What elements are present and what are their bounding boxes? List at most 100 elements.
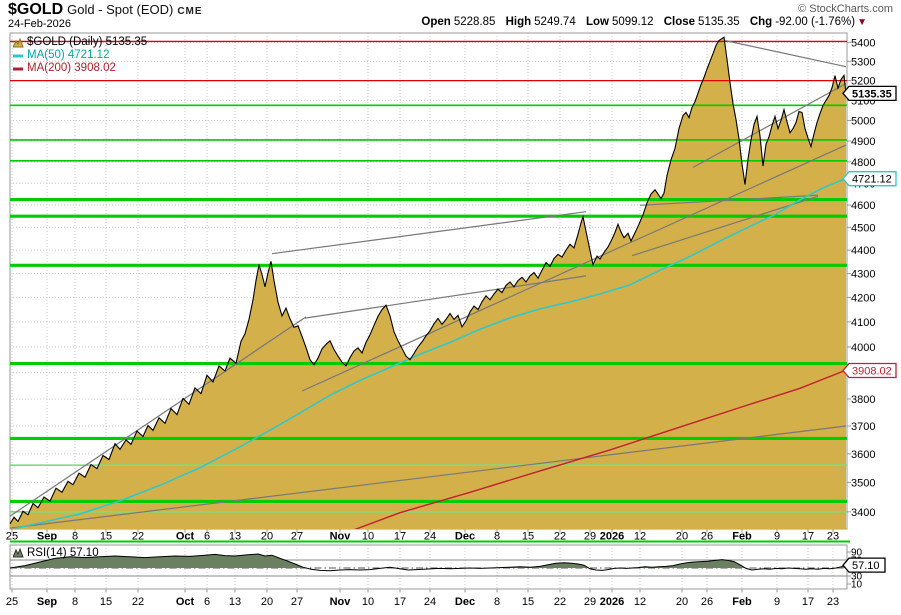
y-axis-label: 4900	[851, 136, 875, 148]
y-axis-label: 4600	[851, 200, 875, 212]
symbol: $GOLD	[8, 1, 64, 18]
x-axis-label: 23	[827, 531, 839, 543]
rsi-axis-label: 10	[851, 580, 863, 591]
x-axis-label: Dec	[455, 596, 475, 608]
high-value: 5249.74	[534, 16, 576, 28]
x-axis-label: Feb	[732, 596, 752, 608]
y-axis-label: 5000	[851, 115, 875, 127]
rsi-area-icon	[12, 547, 24, 558]
ma200-callout-text: 3908.02	[852, 366, 892, 378]
x-axis-label: Sep	[37, 531, 57, 543]
x-axis-label: 17	[802, 531, 814, 543]
x-axis-label: Dec	[455, 531, 475, 543]
x-axis-label: 20	[676, 596, 688, 608]
x-axis-label: 20	[261, 531, 273, 543]
ma200-line	[354, 369, 846, 529]
y-axis-label: 3400	[851, 507, 875, 519]
legend-ma50-row: MA(50) 4721.12	[13, 49, 147, 62]
rsi-callout-text: 57.10	[852, 560, 880, 572]
open-label: Open	[421, 16, 451, 28]
x-axis-label: 8	[72, 531, 78, 543]
x-axis-label: 27	[291, 596, 303, 608]
x-axis-label: 15	[522, 531, 534, 543]
chart-title: $GOLD Gold - Spot (EOD) CME	[8, 1, 203, 19]
ma50-callout	[842, 171, 897, 187]
y-axis-label: 4300	[851, 269, 875, 281]
rsi-area	[10, 554, 845, 568]
trendline	[631, 195, 819, 257]
ma50-line	[14, 177, 846, 529]
x-axis-label: 13	[229, 596, 241, 608]
x-axis-label: 15	[522, 596, 534, 608]
x-axis-label: Oct	[176, 596, 195, 608]
exchange: CME	[177, 6, 203, 17]
x-axis-label: Oct	[176, 531, 195, 543]
x-axis-label: 22	[554, 531, 566, 543]
price-callout-text: 5135.35	[852, 88, 892, 100]
low-value: 5099.12	[611, 16, 654, 28]
x-axis-label: 22	[132, 531, 144, 543]
y-axis-label: 5400	[851, 37, 875, 49]
x-axis-label: 8	[72, 596, 78, 608]
legend-main-label: $GOLD (Daily) 5135.35	[27, 36, 148, 48]
x-axis-label: 17	[802, 596, 814, 608]
rsi-line	[9, 553, 846, 572]
y-axis-label: 4200	[851, 292, 875, 304]
x-axis-label: 29	[584, 531, 596, 543]
chg-label: Chg	[749, 16, 773, 28]
price-plot-content	[10, 36, 847, 529]
chg-down-icon: ▼	[857, 17, 867, 28]
price-area	[10, 37, 846, 529]
x-axis-label: 24	[424, 596, 436, 608]
trendline	[10, 425, 847, 529]
y-axis-label: 3800	[851, 394, 875, 406]
rsi-axis-label: 30	[851, 572, 863, 583]
x-axis-label: 24	[424, 531, 436, 543]
trendline	[271, 211, 587, 255]
high-label: High	[505, 16, 532, 28]
gold-area-icon	[12, 37, 24, 48]
close-label: Close	[663, 16, 696, 28]
low-label: Low	[585, 16, 609, 28]
x-axis-label: 10	[362, 531, 374, 543]
ma50-line-icon	[13, 51, 24, 61]
ohlc-row: Open 5228.85 High 5249.74 Low 5099.12 Close…	[414, 16, 867, 28]
x-axis-label: Nov	[330, 531, 352, 543]
x-axis-label: Nov	[330, 596, 352, 608]
y-axis-label: 4400	[851, 245, 875, 257]
rsi-legend: RSI(14) 57.10	[12, 547, 99, 559]
legend-ma200-row: MA(200) 3908.02	[13, 62, 147, 75]
x-axis-label: 20	[261, 596, 273, 608]
x-axis-label: Sep	[37, 596, 57, 608]
x-axis-label: 13	[229, 531, 241, 543]
x-axis-label: 6	[204, 596, 210, 608]
symbol-description: Gold - Spot (EOD)	[67, 2, 174, 17]
trendline	[724, 39, 847, 68]
y-axis-label: 4500	[851, 222, 875, 234]
y-axis-label: 3600	[851, 449, 875, 461]
y-axis-label: 3500	[851, 477, 875, 489]
x-axis-label: 9	[774, 531, 780, 543]
y-axis-label: 4100	[851, 317, 875, 329]
x-axis-label: Feb	[732, 531, 752, 543]
ma200-callout	[842, 362, 897, 379]
rsi-callout	[842, 557, 886, 573]
copyright: © StockCharts.com	[798, 3, 893, 15]
y-axis-label: 4000	[851, 342, 875, 354]
x-axis-label: 15	[100, 531, 112, 543]
rsi-legend-label: RSI(14) 57.10	[27, 547, 99, 559]
x-axis-label: 23	[827, 596, 839, 608]
x-axis-label: 29	[584, 596, 596, 608]
trendline	[639, 194, 819, 206]
y-axis-label: 5200	[851, 76, 875, 88]
rsi-axis-label: 90	[851, 548, 863, 559]
legend-main-row: $GOLD (Daily) 5135.35	[12, 36, 148, 49]
trendline	[301, 144, 847, 392]
trendline	[692, 83, 847, 168]
x-axis-label: 25	[6, 531, 18, 543]
x-axis-label: 6	[204, 531, 210, 543]
x-axis-label: 12	[634, 531, 646, 543]
chart-date: 24-Feb-2026	[8, 18, 71, 30]
